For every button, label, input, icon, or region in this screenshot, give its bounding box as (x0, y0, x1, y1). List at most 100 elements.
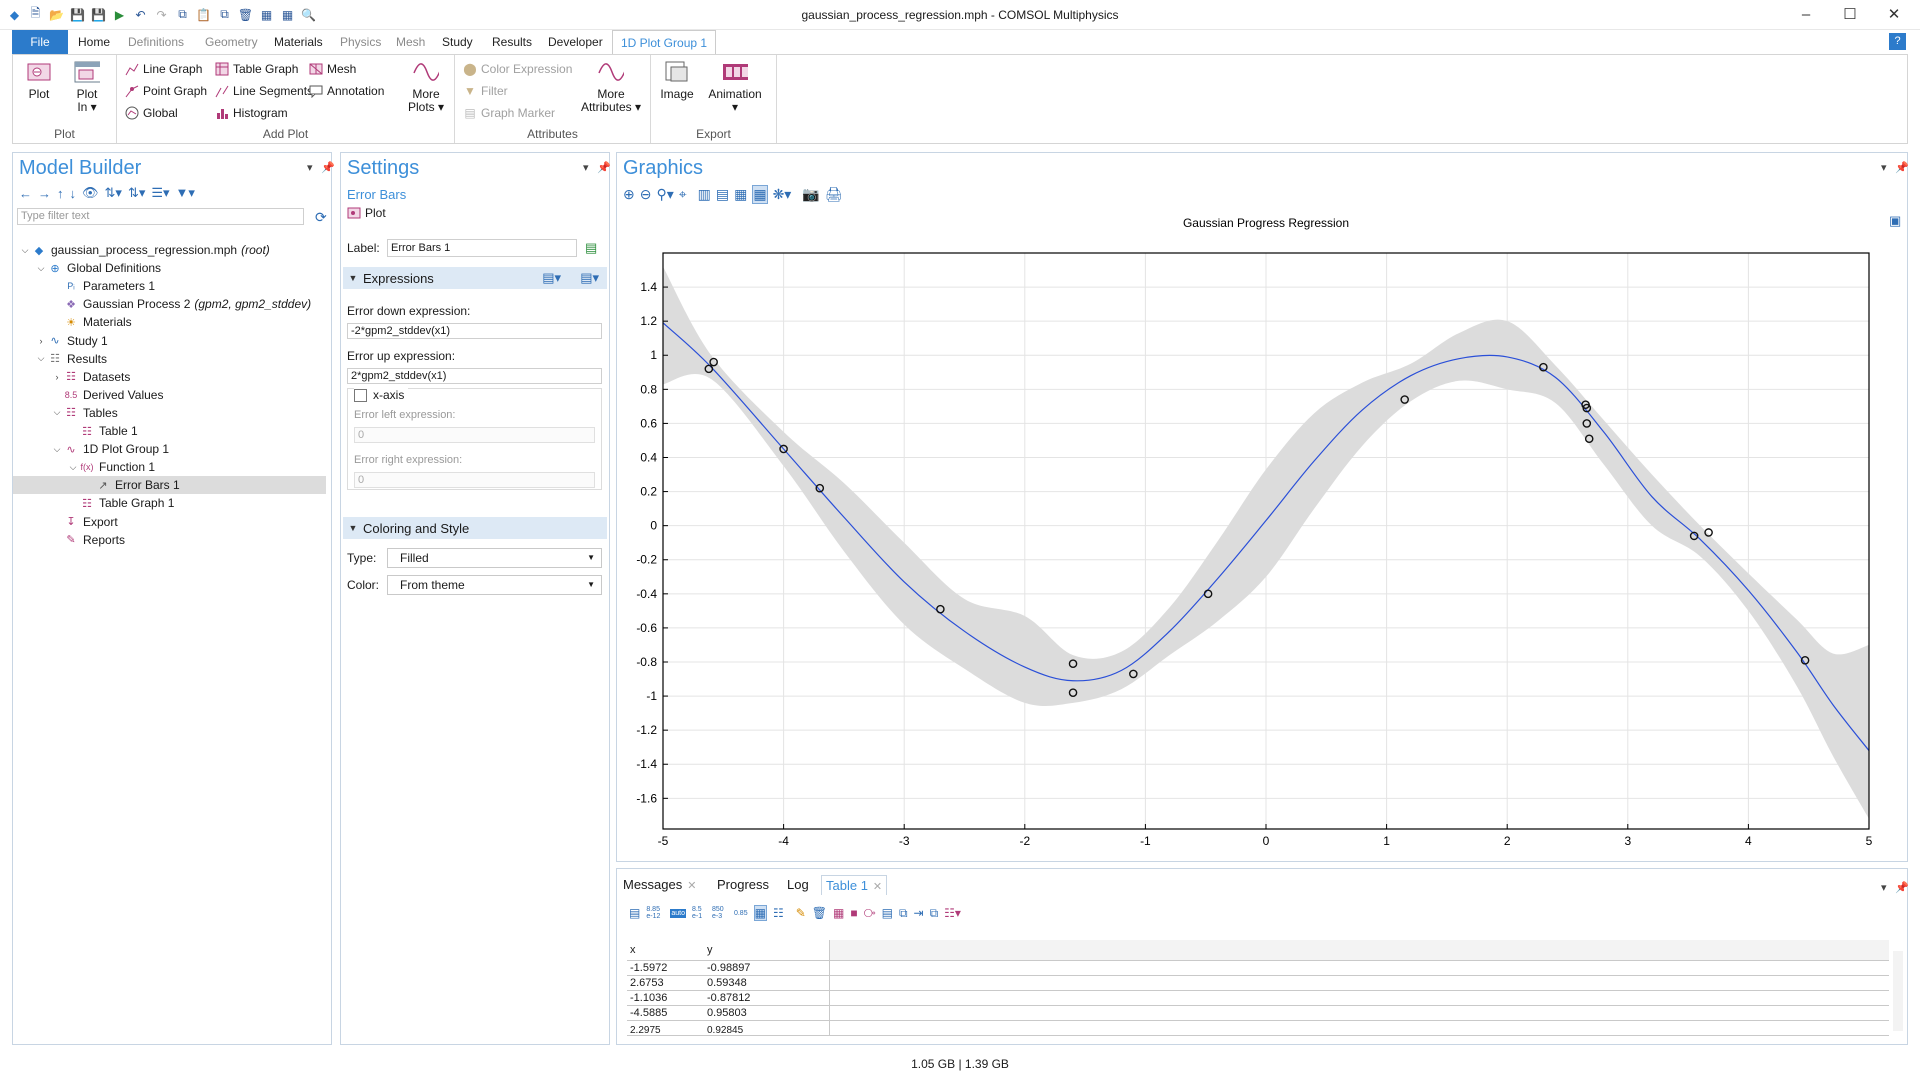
table-scrollbar[interactable] (1893, 951, 1903, 1031)
tab-materials[interactable]: Materials (274, 35, 323, 49)
mesh-button[interactable]: Mesh (309, 60, 356, 78)
expressions-section-header[interactable]: ▼ Expressions ▤▾ ▤▾ (343, 267, 607, 289)
precision-0-85-button[interactable]: 0.85 (733, 909, 748, 917)
clear-table-icon[interactable]: ✎ (795, 906, 806, 920)
tab-home[interactable]: Home (78, 35, 111, 49)
graphics-settings-icon[interactable]: ▣ (1889, 213, 1902, 228)
insert-expression-icon[interactable]: ▤▾ (580, 270, 599, 285)
more-attributes-button[interactable]: More Attributes ▾ (577, 59, 645, 114)
coloring-section-header[interactable]: ▼ Coloring and Style (343, 517, 607, 539)
tab-definitions[interactable]: Definitions (128, 35, 185, 49)
show-icon[interactable]: 👁 (82, 185, 99, 200)
histogram-icon[interactable]: ⧂ (863, 905, 876, 920)
tree-item-derived-values[interactable]: 8.5 Derived Values (13, 386, 164, 404)
table-settings-icon[interactable]: ▤ (629, 906, 641, 920)
line-graph-button[interactable]: Line Graph (125, 60, 202, 78)
label-edit-icon[interactable]: ▤ (585, 240, 598, 255)
tree-item-tables[interactable]: ⌵ ☷ Tables (13, 404, 118, 422)
animation-button[interactable]: Animation ▾ (703, 59, 767, 114)
tab-1d-plot-group[interactable]: 1D Plot Group 1 (612, 30, 717, 54)
close-tab-icon[interactable]: ✕ (872, 881, 883, 893)
settings-menu-icon[interactable]: ▾ (583, 162, 589, 174)
paste-icon[interactable]: 📋 (196, 7, 211, 22)
refresh-icon[interactable]: ⟳ (315, 209, 327, 225)
table-row[interactable]: -4.5885 0.95803 (627, 1005, 1889, 1021)
view-options-icon[interactable]: ☰▾ (151, 185, 170, 200)
save-as-icon[interactable]: 💾 (91, 7, 106, 22)
back-arrow-icon[interactable]: ← (19, 185, 32, 201)
expand-toggle-icon[interactable]: ⌵ (21, 244, 29, 255)
color-select[interactable]: From theme ▼ (387, 575, 602, 595)
zoom-out-icon[interactable]: ⊖ (639, 186, 652, 202)
automatic-notation-icon[interactable]: auto (670, 908, 686, 918)
expand-toggle-icon[interactable]: ⌵ (53, 407, 61, 418)
build-all-icon[interactable]: ▦ (260, 7, 273, 22)
zoom-in-icon[interactable]: ⊕ (623, 186, 635, 202)
clear-icon[interactable]: ▦ (281, 7, 294, 22)
table-row[interactable]: -1.5972 -0.98897 (627, 960, 1889, 976)
tab-progress[interactable]: Progress (717, 877, 770, 892)
graphics-pin-icon[interactable]: 📌 (1895, 162, 1909, 174)
forward-arrow-icon[interactable]: → (38, 185, 51, 201)
table-graph-icon[interactable]: ▦ (833, 906, 845, 920)
gaussian-regression-plot[interactable]: Gaussian Progress Regression -5 -4 -3 -2 -1 0 1… (619, 203, 1905, 859)
plot-button[interactable]: Plot (21, 59, 57, 101)
tree-item-parameters-1[interactable]: Pᵢ Parameters 1 (13, 277, 155, 295)
error-up-input[interactable]: 2*gpm2_stddev(x1) (347, 368, 602, 384)
table-graph-button[interactable]: Table Graph (215, 60, 298, 78)
tree-item-table-graph-1[interactable]: ☷ Table Graph 1 (13, 494, 174, 512)
expand-toggle-icon[interactable]: ⌵ (37, 353, 45, 364)
copy-table-icon[interactable]: ⧉ (898, 905, 908, 920)
tree-item-gaussian-process-regression-mph[interactable]: ⌵ ◆ gaussian_process_regression.mph (root) (13, 241, 270, 259)
histogram-button[interactable]: Histogram (215, 104, 288, 122)
settings-pin-icon[interactable]: 📌 (597, 162, 611, 174)
full-table-icon[interactable]: ⧉ (929, 905, 939, 920)
legend-icon[interactable]: ▦ (734, 186, 748, 202)
table-row[interactable]: -1.1036 -0.87812 (627, 990, 1889, 1006)
expand-toggle-icon[interactable]: ⌵ (53, 443, 61, 454)
tab-mesh[interactable]: Mesh (396, 35, 426, 49)
export-table-icon[interactable]: ⇥ (913, 906, 924, 920)
table-layout-icon[interactable]: ☷▾ (944, 906, 961, 920)
tab-results[interactable]: Results (492, 35, 533, 49)
tab-log[interactable]: Log (787, 877, 809, 892)
duplicate-icon[interactable]: ⧉ (220, 7, 229, 21)
type-select[interactable]: Filled ▼ (387, 548, 602, 568)
export-plot-icon[interactable]: ▤ (881, 906, 893, 920)
point-graph-button[interactable]: Point Graph (125, 82, 207, 100)
tab-table-1[interactable]: Table 1 ✕ (821, 875, 888, 895)
results-menu-icon[interactable]: ▾ (1881, 882, 1887, 894)
x-axis-checkbox[interactable] (354, 388, 367, 402)
compute-icon[interactable]: ▶ (114, 7, 125, 22)
tree-item-error-bars-1[interactable]: ↗ Error Bars 1 (13, 476, 326, 495)
filter-button[interactable]: ▼ Filter (464, 84, 508, 98)
color-expression-button[interactable]: ⬤ Color Expression (463, 62, 573, 76)
grid-x-icon[interactable]: ▥ (697, 186, 711, 202)
tab-geometry[interactable]: Geometry (205, 35, 258, 49)
full-precision-icon[interactable]: ▦ (753, 905, 767, 921)
expand-toggle-icon[interactable]: ⌵ (69, 461, 77, 472)
error-down-input[interactable]: -2*gpm2_stddev(x1) (347, 323, 602, 339)
tab-physics[interactable]: Physics (340, 35, 382, 49)
copy-icon[interactable]: ⧉ (178, 7, 187, 21)
table-surface-icon[interactable]: ■ (850, 906, 858, 920)
label-input[interactable]: Error Bars 1 (387, 239, 577, 257)
line-segments-button[interactable]: Line Segments (215, 82, 313, 100)
save-icon[interactable]: 💾 (70, 7, 85, 22)
pin-icon[interactable]: 📌 (321, 162, 335, 174)
tree-item-function-1[interactable]: ⌵ f(x) Function 1 (13, 458, 155, 476)
move-down-icon[interactable]: ↓ (69, 185, 77, 201)
error-right-input[interactable]: 0 (354, 472, 595, 488)
close-button[interactable]: ✕ (1887, 6, 1901, 23)
graphics-menu-icon[interactable]: ▾ (1881, 162, 1887, 174)
add-node-icon[interactable]: ▼▾ (175, 185, 195, 200)
axis-scaling-icon[interactable]: ▦ (752, 185, 768, 204)
maximize-button[interactable]: ☐ (1843, 6, 1857, 23)
tab-developer[interactable]: Developer (548, 35, 603, 49)
undo-icon[interactable]: ↶ (135, 7, 146, 22)
zoom-box-icon[interactable]: ⚲▾ (656, 186, 674, 202)
grid-y-icon[interactable]: ▤ (715, 186, 730, 202)
tree-item-materials[interactable]: ☀ Materials (13, 313, 132, 331)
tree-item-export[interactable]: ↧ Export (13, 513, 117, 531)
plot-in-button[interactable]: Plot In ▾ (65, 59, 109, 114)
